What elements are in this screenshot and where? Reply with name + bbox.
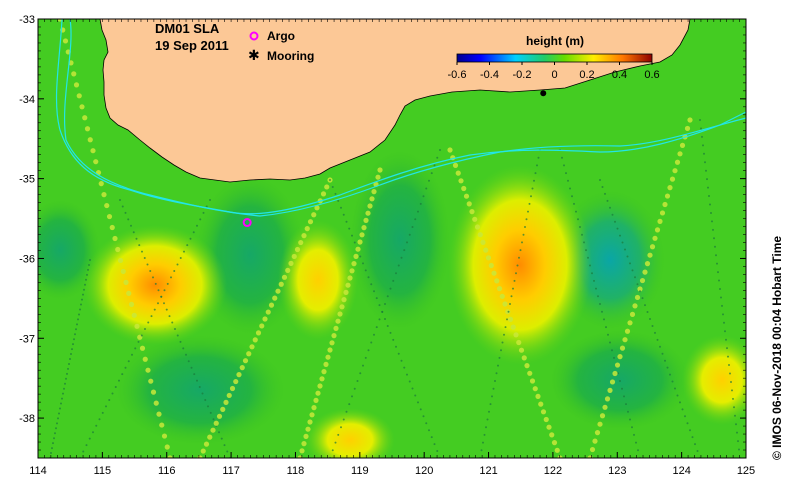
y-tick-label: -38: [19, 413, 35, 425]
argo-float-marker: [242, 218, 252, 228]
sla-high: [682, 335, 746, 425]
sla-field: [38, 19, 746, 458]
colorbar-tick-label: 0.6: [644, 69, 659, 81]
x-tick-label: 125: [737, 465, 755, 477]
sla-low: [115, 335, 285, 445]
colorbar-tick-label: -0.2: [513, 69, 532, 81]
legend-mooring-label: Mooring: [267, 49, 314, 63]
copyright-text: © IMOS 06-Nov-2018 00:04 Hobart Time: [770, 236, 784, 460]
x-tick-label: 119: [351, 465, 369, 477]
colorbar-tick-label: -0.4: [480, 69, 499, 81]
x-tick-label: 120: [415, 465, 433, 477]
colorbar-tick-label: 0: [551, 69, 557, 81]
x-tick-label: 115: [94, 465, 112, 477]
colorbar-scale: [456, 53, 653, 63]
colorbar-tick-label: 0.2: [579, 69, 594, 81]
colorbar-tick-label: 0.4: [612, 69, 627, 81]
y-axis-ticks: -33 -34 -35 -36 -37 -38: [19, 14, 746, 425]
mooring-legend-icon: ✱: [248, 48, 260, 64]
shelf-contour: [63, 19, 746, 217]
y-tick-label: -33: [19, 14, 35, 26]
x-tick-label: 124: [672, 465, 690, 477]
y-tick-label: -37: [19, 333, 35, 345]
x-tick-label: 114: [29, 465, 47, 477]
colorbar-title: height (m): [526, 34, 584, 48]
sla-high: [278, 220, 358, 340]
x-tick-label: 117: [222, 465, 240, 477]
mooring-marker: [540, 90, 547, 97]
y-tick-label: -35: [19, 174, 35, 186]
sla-high: [448, 165, 592, 365]
map-title-line2: 19 Sep 2011: [155, 38, 229, 53]
colorbar: height (m) -0.6 -0.4 -0.2 0 0.2 0.4 0.6: [448, 34, 660, 81]
x-tick-label: 118: [287, 465, 305, 477]
sla-high: [83, 225, 227, 345]
legend-argo-label: Argo: [267, 29, 295, 43]
x-tick-label: 122: [544, 465, 562, 477]
sla-high: [305, 408, 395, 458]
argo-legend-icon: [249, 31, 259, 41]
colorbar-tick-label: -0.6: [448, 69, 467, 81]
x-tick-label: 121: [479, 465, 497, 477]
sla-low: [350, 150, 450, 330]
x-tick-label: 123: [608, 465, 626, 477]
map-title-line1: DM01 SLA: [155, 21, 220, 36]
y-tick-label: -34: [19, 94, 35, 106]
legend: Argo ✱ Mooring: [248, 29, 314, 64]
x-tick-label: 116: [158, 465, 176, 477]
shelf-contour: [55, 19, 746, 215]
y-tick-label: -36: [19, 253, 35, 265]
x-axis-ticks: 114 115 116 117 118 119 120 121 122 123 124 125: [29, 452, 755, 477]
